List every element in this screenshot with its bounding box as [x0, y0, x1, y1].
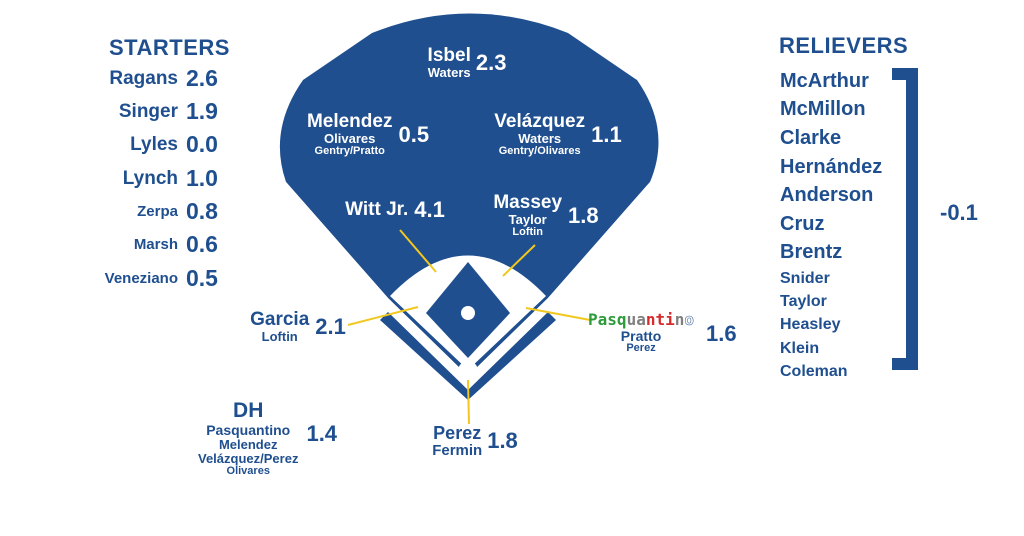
ss-war: 4.1: [414, 197, 445, 222]
first-name-letter: n: [674, 310, 685, 329]
starter-row: Marsh 0.6: [0, 230, 230, 258]
first-name-letter: t: [655, 310, 666, 329]
reliever-name: Clarke: [780, 127, 842, 149]
lf-backup: Olivares: [324, 130, 376, 146]
third-base-block: Garcia Loftin 2.1: [238, 310, 358, 344]
starter-war: 1.9: [186, 98, 218, 124]
reliever-name: Heasley: [780, 316, 841, 333]
dh-name: Pasquantino: [206, 421, 291, 438]
ss-name: Witt Jr.: [345, 198, 409, 220]
starter-row: Singer 1.9: [0, 97, 230, 125]
ss-block: Witt Jr. 4.1: [335, 198, 455, 221]
third-pointer-line: [347, 306, 419, 326]
starter-row: Lynch 1.0: [0, 164, 230, 192]
first-backup: Pratto: [620, 327, 662, 344]
outfield-shape: [279, 13, 659, 376]
reliever-name: McMillon: [780, 98, 866, 120]
rf-backup2: Gentry/Olivares: [498, 144, 581, 157]
dh-backup: Melendez: [218, 436, 278, 452]
first-name-letter: a: [597, 310, 608, 329]
first-war: 1.6: [706, 320, 737, 346]
first-name: Pasquantino: [588, 310, 695, 329]
lf-name: Melendez: [306, 111, 393, 132]
reliever-name: Cruz: [780, 213, 825, 235]
dh-war: 1.4: [306, 420, 338, 446]
first-name-letter: s: [607, 310, 617, 329]
first-pointer-line: [525, 307, 591, 321]
dh-backup3: Olivares: [226, 464, 270, 477]
lf-war: 0.5: [398, 122, 430, 148]
starter-war: 0.5: [186, 265, 218, 291]
rf-backup: Waters: [518, 130, 562, 146]
relievers-heading: RELIEVERS: [779, 33, 909, 58]
first-name-letter: n: [645, 310, 656, 329]
starter-war: 0.0: [186, 131, 218, 157]
starter-name: Zerpa: [137, 203, 178, 220]
first-name-letter: i: [665, 310, 675, 329]
second-backup2: Loftin: [512, 225, 543, 238]
relievers-war: -0.1: [940, 200, 978, 225]
starter-name: Lyles: [130, 134, 178, 155]
starter-war: 0.8: [186, 198, 218, 224]
third-war: 2.1: [315, 313, 346, 339]
reliever-name: Taylor: [780, 293, 827, 310]
second-name: Massey: [493, 192, 563, 213]
starter-war: 0.6: [186, 231, 218, 257]
first-base-block: Pasquantino Pratto Perez 1.6: [588, 310, 748, 355]
catcher-war: 1.8: [487, 428, 518, 454]
pitchers-mound: [461, 306, 475, 320]
starter-name: Lynch: [122, 168, 178, 189]
rf-block: Velázquez Waters Gentry/Olivares 1.1: [488, 112, 628, 157]
catcher-name: Perez: [433, 423, 482, 443]
catcher-block: Perez Fermin 1.8: [420, 424, 530, 459]
cf-war: 2.3: [475, 50, 507, 76]
first-name-letter: u: [626, 310, 637, 329]
first-name-letter: P: [588, 310, 598, 329]
second-pointer-line: [502, 244, 536, 277]
starter-name: Singer: [118, 101, 178, 122]
starter-row: Lyles 0.0: [0, 130, 230, 158]
rf-war: 1.1: [591, 122, 622, 148]
dh-block: DH Pasquantino Melendez Velázquez/Perez …: [198, 399, 368, 478]
dh-backup2: Velázquez/Perez: [198, 450, 299, 466]
starter-row: Zerpa 0.8: [0, 197, 230, 225]
starters-heading: STARTERS: [109, 35, 230, 60]
starter-row: Veneziano 0.5: [0, 264, 230, 292]
second-base-block: Massey Taylor Loftin 1.8: [486, 193, 606, 238]
starter-war: 1.0: [186, 165, 218, 191]
reliever-name: Hernández: [780, 156, 883, 178]
reliever-name: McArthur: [780, 70, 869, 92]
third-backup: Loftin: [261, 328, 298, 344]
cf-block: Isbel Waters 2.3: [412, 46, 522, 80]
second-war: 1.8: [568, 203, 599, 229]
relievers-bracket: [892, 68, 918, 370]
second-backup: Taylor: [508, 211, 547, 227]
starter-row: Ragans 2.6: [0, 64, 230, 92]
cf-backup: Waters: [427, 64, 471, 80]
reliever-name: Brentz: [780, 241, 843, 263]
first-name-letter: q: [616, 310, 627, 329]
catcher-backup: Fermin: [432, 441, 483, 459]
rf-name: Velázquez: [494, 111, 586, 132]
starter-war: 2.6: [186, 65, 218, 91]
reliever-name: Snider: [780, 270, 830, 287]
third-name: Garcia: [250, 309, 310, 330]
starter-name: Marsh: [133, 236, 178, 253]
cf-name: Isbel: [427, 45, 471, 66]
starter-name: Ragans: [109, 68, 178, 89]
catcher-pointer-line: [467, 379, 470, 425]
lf-block: Melendez Olivares Gentry/Pratto 0.5: [298, 112, 438, 157]
reliever-name: Anderson: [780, 184, 874, 206]
dh-heading: DH: [233, 399, 264, 422]
lf-backup2: Gentry/Pratto: [314, 144, 385, 157]
ss-pointer-line: [399, 229, 437, 273]
first-name-letter: o: [684, 310, 695, 329]
reliever-name: Klein: [780, 340, 820, 357]
starter-name: Veneziano: [104, 270, 178, 287]
first-backup2: Perez: [626, 342, 656, 355]
reliever-name: Coleman: [780, 363, 848, 380]
first-name-letter: a: [636, 310, 646, 329]
